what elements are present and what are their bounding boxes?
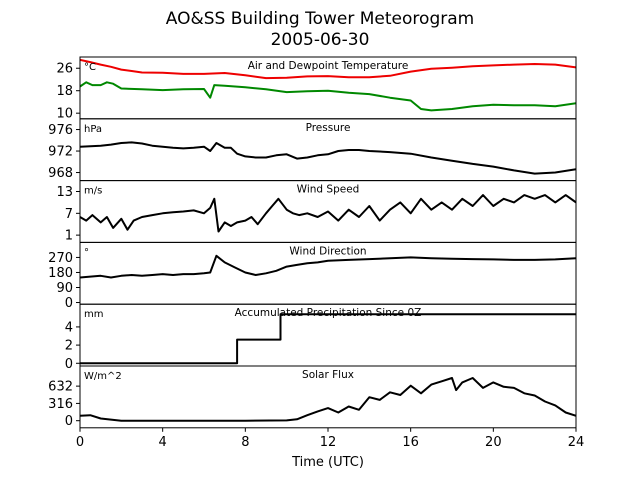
panel-1-ytick-label-0: 976	[48, 123, 73, 138]
panel-1-unit: hPa	[84, 124, 102, 135]
figure-title-line2: 2005-06-30	[271, 30, 370, 50]
x-tick-label-5: 20	[485, 435, 502, 450]
panel-5-unit: W/m^2	[84, 371, 122, 382]
panel-0-unit: °C	[84, 62, 96, 73]
panel-2-unit: m/s	[84, 186, 102, 197]
panel-2-title: Wind Speed	[297, 184, 360, 196]
panel-0-series-1	[80, 81, 576, 112]
panel-5-ytick-label-1: 316	[48, 397, 73, 412]
panel-4: 4 2 0 mm Accumulated Precipitation Since 0Z	[65, 303, 577, 372]
panel-5-series-0	[80, 377, 576, 422]
panel-0-title: Air and Dewpoint Temperature	[248, 60, 409, 72]
x-tick-label-2: 8	[241, 435, 249, 450]
panel-0: 26 18 10 °C Air and Dewpoint Temperature	[56, 56, 577, 122]
panel-3-ytick-label-3: 0	[65, 296, 73, 311]
panel-4-ytick-label-2: 0	[65, 357, 73, 372]
panel-4-title: Accumulated Precipitation Since 0Z	[235, 307, 422, 319]
panel-3-ytick-label-0: 270	[48, 251, 73, 266]
x-axis-label: Time (UTC)	[291, 455, 364, 470]
panel-5-title: Solar Flux	[302, 369, 354, 381]
x-tick-label-4: 16	[402, 435, 419, 450]
panel-2-ytick-label-0: 13	[56, 185, 73, 200]
panel-3-ytick-label-1: 180	[48, 266, 73, 281]
panel-1-ytick-label-1: 972	[48, 145, 73, 160]
panel-4-ytick-label-0: 4	[65, 320, 73, 335]
panel-2-ytick-label-1: 7	[65, 207, 73, 222]
panel-1-series-0	[80, 141, 576, 175]
panel-3-series-0	[80, 254, 576, 279]
panel-0-ytick-label-2: 10	[56, 107, 73, 122]
panel-3-title: Wind Direction	[289, 245, 366, 257]
panel-4-ytick-label-1: 2	[65, 339, 73, 354]
x-tick-label-1: 4	[159, 435, 167, 450]
x-axis: 0 4 8 12 16 20 24	[76, 427, 585, 450]
panel-5: 632 316 0 W/m^2 Solar Flux	[48, 365, 577, 429]
panel-4-unit: mm	[84, 309, 103, 320]
panel-3-unit: °	[84, 247, 89, 258]
panel-1: 976 972 968 hPa Pressure	[48, 118, 577, 182]
panel-2-ytick-label-2: 1	[65, 229, 73, 244]
panel-0-ytick-label-1: 18	[56, 84, 73, 99]
figure-title-line1: AO&SS Building Tower Meteorogram	[166, 9, 474, 29]
panel-0-ytick-label-0: 26	[56, 62, 73, 77]
panel-1-title: Pressure	[306, 122, 351, 134]
panel-2-series-0	[80, 194, 576, 233]
x-tick-label-3: 12	[320, 435, 337, 450]
panel-5-ytick-label-2: 0	[65, 414, 73, 429]
panel-4-series-0	[80, 313, 576, 365]
panel-1-ytick-label-2: 968	[48, 166, 73, 181]
x-tick-label-6: 24	[568, 435, 585, 450]
x-tick-label-0: 0	[76, 435, 84, 450]
panel-5-ytick-label-0: 632	[48, 380, 73, 395]
panel-2: 13 7 1 m/s Wind Speed	[56, 180, 577, 244]
panel-3-ytick-label-2: 90	[56, 281, 73, 296]
panel-0-series-0	[80, 58, 576, 80]
